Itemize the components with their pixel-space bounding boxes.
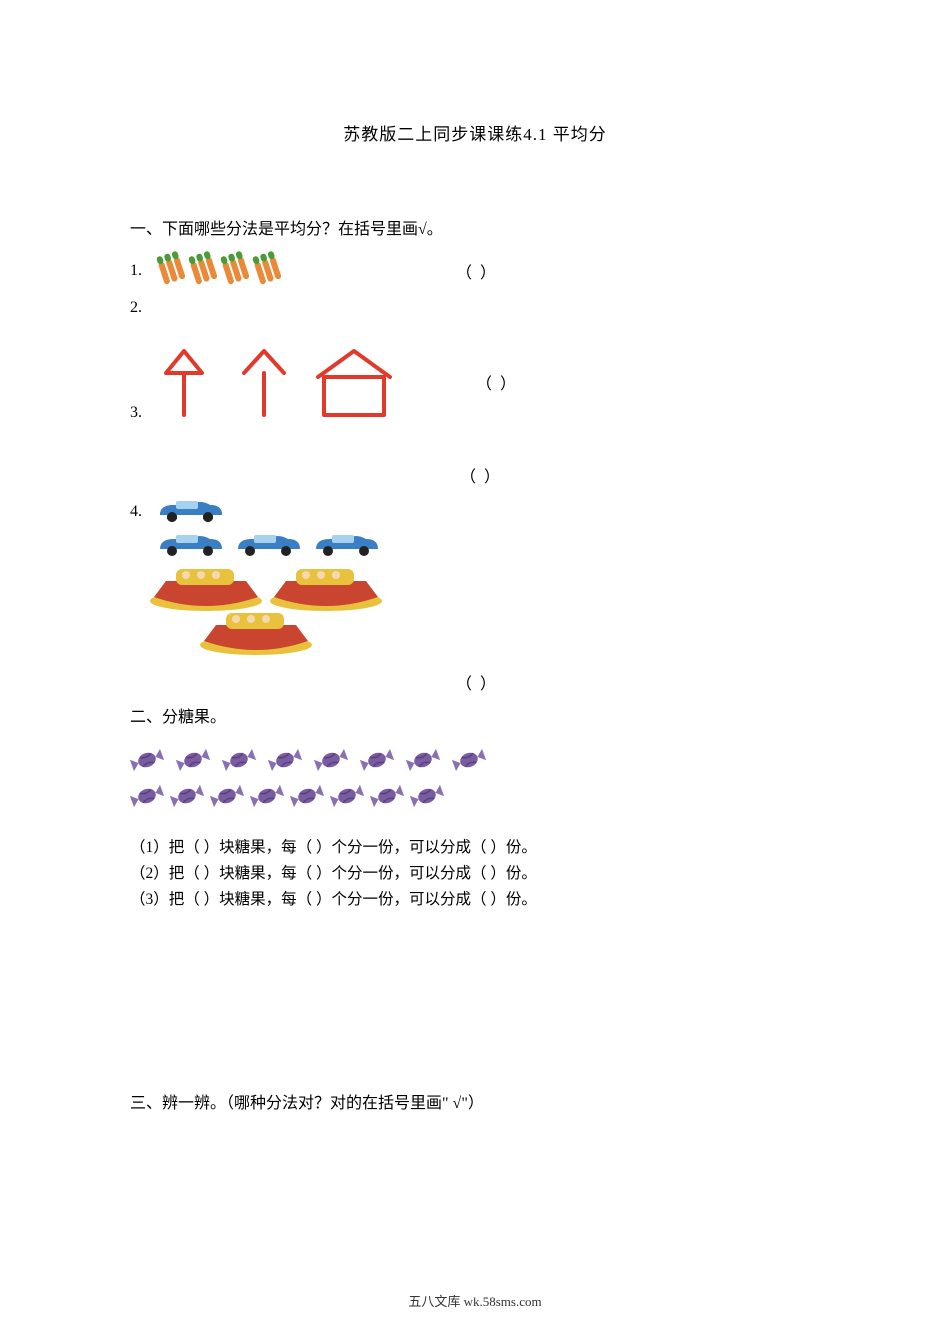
candy-icon — [330, 781, 364, 811]
candy-icon — [410, 781, 444, 811]
candy-icon — [130, 781, 164, 811]
car-icon — [234, 531, 304, 559]
q1-row: 1. （ ） — [130, 247, 820, 295]
fill-line-2: （2）把（ ）块糖果，每（ ）个分一份，可以分成（ ）份。 — [130, 861, 820, 883]
fill-line-1: （1）把（ ）块糖果，每（ ）个分一份，可以分成（ ）份。 — [130, 835, 820, 857]
q1-num: 1. — [130, 262, 156, 280]
q2-row: 2. — [130, 299, 820, 347]
car-icon — [156, 497, 226, 525]
q4-blank-row: （ ） — [130, 667, 820, 697]
candy-icon — [130, 745, 164, 775]
candy-icon — [360, 745, 394, 775]
carrot-bunch-icon — [221, 257, 251, 285]
candy-icon — [250, 781, 284, 811]
boat-icon — [196, 607, 316, 657]
candy-row — [130, 781, 820, 811]
candy-icon — [406, 745, 440, 775]
q2-image — [156, 343, 456, 421]
carrot-bunch-icon — [253, 257, 283, 285]
section3-heading: 三、辨一辨。（哪种分法对？对的在括号里画" √"） — [130, 1089, 820, 1113]
page-footer: 五八文库 wk.58sms.com — [0, 1291, 950, 1310]
q3-blank-row: （ ） — [130, 457, 820, 493]
q4-blank: （ ） — [456, 670, 498, 694]
section1-heading: 一、下面哪些分法是平均分？在括号里画√。 — [130, 215, 820, 239]
candy-icon — [370, 781, 404, 811]
candy-icon — [314, 745, 348, 775]
car-icon — [156, 531, 226, 559]
candy-icon — [290, 781, 324, 811]
carrot-bunch-icon — [189, 257, 219, 285]
candy-icon — [210, 781, 244, 811]
q4-image — [156, 497, 396, 667]
candy-icon — [452, 745, 486, 775]
q4-num: 4. — [130, 503, 156, 521]
candy-icon — [176, 745, 210, 775]
q2-num: 2. — [130, 299, 156, 317]
section2-heading: 二、分糖果。 — [130, 703, 820, 727]
fill-line-3: （3）把（ ）块糖果，每（ ）个分一份，可以分成（ ）份。 — [130, 887, 820, 909]
candy-icon — [268, 745, 302, 775]
candy-icon — [222, 745, 256, 775]
boat-icon — [146, 563, 266, 613]
red-shapes-icon — [156, 343, 436, 421]
candy-grid — [130, 745, 820, 811]
boat-icon — [266, 563, 386, 613]
candy-icon — [170, 781, 204, 811]
candy-row — [130, 745, 820, 775]
q3-blank: （ ） — [460, 463, 502, 487]
q1-image — [156, 260, 436, 282]
carrot-bunch-icon — [157, 257, 187, 285]
page-title: 苏教版二上同步课课练4.1 平均分 — [130, 120, 820, 145]
q2-blank: （ ） — [476, 370, 518, 394]
q1-blank: （ ） — [456, 259, 498, 283]
q4-row: 4. — [130, 497, 820, 677]
car-icon — [312, 531, 382, 559]
q3-num: 3. — [130, 404, 156, 422]
